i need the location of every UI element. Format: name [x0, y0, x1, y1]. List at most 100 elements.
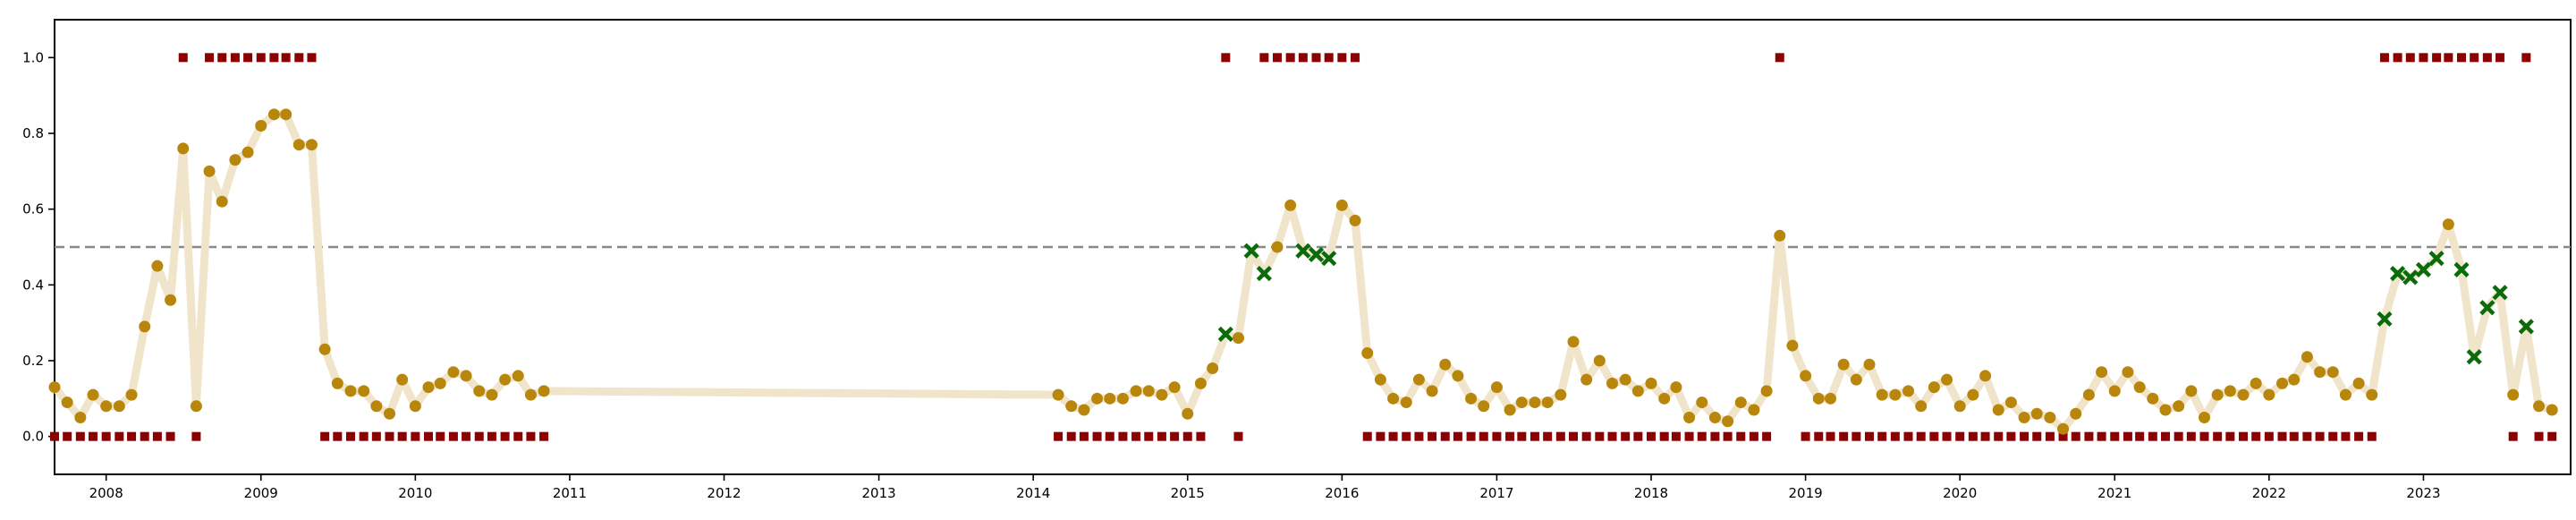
label-marker — [1955, 431, 1965, 441]
label-marker — [205, 53, 215, 63]
x-tick-label: 2020 — [1943, 485, 1977, 501]
score-point — [165, 294, 177, 306]
cross-marker — [1308, 246, 1325, 263]
cross-stroke — [1217, 326, 1233, 342]
score-point — [1567, 336, 1580, 348]
score-point — [2004, 396, 2017, 409]
score-point — [499, 373, 512, 386]
score-point — [74, 412, 87, 423]
score-point — [1837, 358, 1850, 371]
label-marker — [1555, 431, 1565, 441]
score-point — [1748, 404, 1760, 416]
label-marker — [1801, 431, 1810, 441]
score-point — [1902, 385, 1915, 397]
x-tick-label: 2018 — [1634, 485, 1668, 501]
score-point — [1052, 388, 1064, 401]
score-point — [61, 396, 73, 409]
label-marker — [2457, 53, 2467, 63]
cross-marker — [2518, 319, 2534, 335]
score-point — [2352, 377, 2365, 389]
label-marker — [2186, 431, 2196, 441]
label-marker — [1402, 431, 1411, 441]
label-marker — [1324, 53, 1334, 63]
label-marker — [333, 431, 343, 441]
label-marker — [2045, 431, 2055, 441]
score-point — [48, 381, 61, 394]
score-point — [1078, 404, 1090, 416]
score-point — [1722, 415, 1734, 428]
score-point — [1631, 385, 1644, 397]
score-point — [1233, 332, 1245, 345]
score-point — [242, 146, 254, 158]
label-marker — [1710, 431, 1720, 441]
label-marker — [294, 53, 304, 63]
score-point — [1065, 400, 1078, 413]
label-marker — [359, 431, 369, 441]
score-point — [1426, 385, 1438, 397]
x-tick-label: 2008 — [89, 485, 123, 501]
cross-stroke — [2492, 285, 2508, 301]
score-point — [2263, 388, 2275, 401]
label-marker — [1440, 431, 1450, 441]
label-marker — [1118, 431, 1128, 441]
label-marker — [371, 431, 381, 441]
score-point — [2147, 392, 2159, 405]
score-point — [358, 385, 370, 397]
label-marker — [1182, 431, 1192, 441]
label-marker — [1273, 53, 1283, 63]
label-marker — [1079, 431, 1089, 441]
score-point — [331, 377, 343, 389]
score-point — [1182, 407, 1194, 420]
label-marker — [269, 53, 279, 63]
label-marker — [2482, 53, 2492, 63]
label-marker — [2161, 431, 2171, 441]
label-marker — [2547, 431, 2557, 441]
label-marker — [2379, 53, 2389, 63]
score-point — [1580, 373, 1593, 386]
score-point — [1168, 381, 1181, 394]
score-point — [216, 195, 228, 208]
label-marker — [307, 53, 317, 63]
score-point — [370, 400, 383, 413]
label-marker — [1865, 431, 1875, 441]
label-marker — [50, 431, 59, 441]
label-marker — [1775, 53, 1784, 63]
cross-marker — [1217, 326, 1233, 342]
label-marker — [217, 53, 227, 63]
label-marker — [2123, 431, 2132, 441]
label-marker — [2470, 53, 2479, 63]
score-point — [190, 400, 202, 413]
cross-marker — [2415, 261, 2432, 277]
cross-stroke — [1295, 243, 1311, 259]
label-marker — [1517, 431, 1527, 441]
label-marker — [281, 53, 291, 63]
score-point — [1683, 412, 1696, 423]
label-marker — [2097, 431, 2106, 441]
label-marker — [1543, 431, 1553, 441]
label-marker — [2341, 431, 2351, 441]
label-marker — [75, 431, 85, 441]
label-marker — [2534, 431, 2544, 441]
score-point — [1876, 388, 1888, 401]
label-marker — [1479, 431, 1488, 441]
label-marker — [1196, 431, 1206, 441]
score-point — [2133, 381, 2146, 394]
label-marker — [2302, 431, 2312, 441]
score-point — [2276, 377, 2289, 389]
label-marker — [1221, 53, 1231, 63]
score-point — [1786, 339, 1799, 352]
score-point — [2096, 366, 2108, 379]
label-marker — [1814, 431, 1824, 441]
label-marker — [2277, 431, 2287, 441]
label-marker — [2496, 53, 2505, 63]
label-marker — [513, 431, 523, 441]
score-point — [1708, 412, 1721, 423]
cross-marker — [2492, 285, 2508, 301]
label-marker — [2432, 53, 2442, 63]
score-point — [1967, 388, 1979, 401]
score-point — [344, 385, 357, 397]
label-marker — [2020, 431, 2029, 441]
score-point — [2173, 400, 2185, 413]
label-marker — [63, 431, 72, 441]
score-point — [267, 108, 280, 121]
